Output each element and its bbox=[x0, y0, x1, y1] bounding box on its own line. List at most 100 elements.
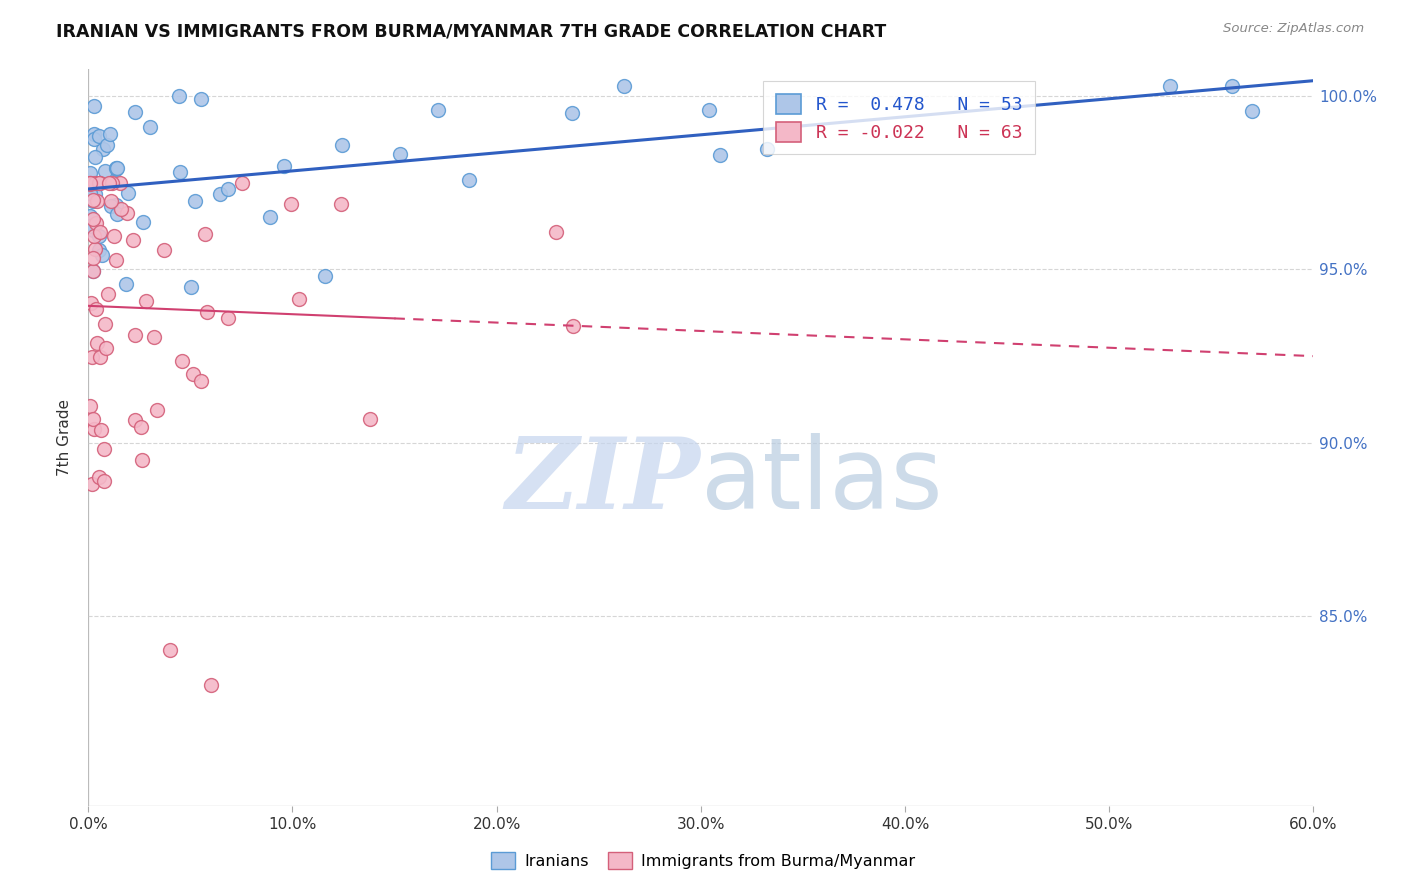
Point bbox=[122, 233, 145, 247]
Point bbox=[200, 678, 222, 692]
Point bbox=[98, 127, 121, 141]
Point bbox=[83, 422, 105, 436]
Point bbox=[104, 253, 127, 268]
Point bbox=[288, 292, 311, 306]
Point bbox=[388, 147, 411, 161]
Text: ZIP: ZIP bbox=[506, 434, 700, 530]
Point bbox=[83, 228, 105, 243]
Point bbox=[190, 374, 212, 388]
Point bbox=[82, 477, 104, 491]
Point bbox=[89, 176, 111, 190]
Point bbox=[135, 294, 157, 309]
Point bbox=[83, 242, 105, 256]
Point bbox=[697, 103, 720, 117]
Point bbox=[104, 161, 127, 176]
Point bbox=[124, 104, 146, 119]
Legend: Iranians, Immigrants from Burma/Myanmar: Iranians, Immigrants from Burma/Myanmar bbox=[484, 846, 922, 875]
Point bbox=[86, 336, 108, 351]
Point bbox=[146, 402, 169, 417]
Point bbox=[79, 166, 101, 180]
Point bbox=[273, 159, 295, 173]
Point bbox=[79, 176, 101, 190]
Point bbox=[90, 423, 112, 437]
Point bbox=[167, 89, 190, 103]
Point bbox=[105, 161, 128, 176]
Point bbox=[184, 194, 207, 208]
Point bbox=[613, 79, 636, 94]
Point bbox=[84, 216, 107, 230]
Point bbox=[561, 318, 583, 333]
Point bbox=[280, 197, 302, 211]
Point bbox=[82, 252, 104, 266]
Y-axis label: 7th Grade: 7th Grade bbox=[58, 399, 72, 476]
Point bbox=[195, 305, 218, 319]
Point bbox=[217, 182, 239, 196]
Point bbox=[89, 228, 111, 243]
Point bbox=[89, 176, 111, 190]
Text: Source: ZipAtlas.com: Source: ZipAtlas.com bbox=[1223, 22, 1364, 36]
Point bbox=[91, 248, 114, 262]
Point bbox=[97, 287, 120, 301]
Point bbox=[143, 330, 166, 344]
Point bbox=[83, 176, 105, 190]
Point bbox=[170, 354, 193, 368]
Point bbox=[169, 165, 191, 179]
Point bbox=[110, 202, 132, 216]
Point bbox=[153, 243, 176, 257]
Point bbox=[79, 177, 101, 191]
Point bbox=[94, 164, 117, 178]
Point bbox=[132, 215, 155, 229]
Point bbox=[259, 210, 281, 224]
Point bbox=[124, 328, 146, 343]
Point bbox=[82, 264, 104, 278]
Text: IRANIAN VS IMMIGRANTS FROM BURMA/MYANMAR 7TH GRADE CORRELATION CHART: IRANIAN VS IMMIGRANTS FROM BURMA/MYANMAR… bbox=[56, 22, 887, 40]
Point bbox=[89, 350, 111, 364]
Point bbox=[93, 442, 115, 457]
Point bbox=[159, 643, 181, 657]
Point bbox=[314, 268, 336, 283]
Point bbox=[89, 225, 111, 239]
Point bbox=[209, 186, 232, 201]
Point bbox=[426, 103, 449, 118]
Point bbox=[96, 137, 118, 152]
Point bbox=[82, 193, 104, 207]
Point bbox=[100, 194, 122, 208]
Point bbox=[100, 198, 122, 212]
Legend: R =  0.478   N = 53, R = -0.022   N = 63: R = 0.478 N = 53, R = -0.022 N = 63 bbox=[763, 81, 1035, 154]
Point bbox=[105, 197, 128, 211]
Point bbox=[84, 187, 107, 202]
Point bbox=[84, 302, 107, 317]
Point bbox=[756, 142, 779, 156]
Point bbox=[1220, 78, 1243, 93]
Point bbox=[98, 176, 121, 190]
Point bbox=[79, 186, 101, 200]
Point bbox=[79, 219, 101, 233]
Point bbox=[87, 244, 110, 258]
Point bbox=[231, 176, 253, 190]
Point bbox=[83, 132, 105, 146]
Point bbox=[103, 228, 125, 243]
Point bbox=[91, 142, 114, 156]
Point bbox=[83, 127, 105, 141]
Point bbox=[93, 317, 115, 331]
Point bbox=[1159, 78, 1181, 93]
Text: atlas: atlas bbox=[700, 434, 942, 530]
Point bbox=[330, 197, 353, 211]
Point bbox=[1241, 103, 1264, 118]
Point bbox=[82, 412, 104, 426]
Point bbox=[180, 279, 202, 293]
Point bbox=[83, 99, 105, 113]
Point bbox=[84, 150, 107, 164]
Point bbox=[100, 176, 122, 190]
Point bbox=[330, 138, 353, 153]
Point bbox=[115, 206, 138, 220]
Point bbox=[82, 351, 104, 365]
Point bbox=[561, 106, 583, 120]
Point bbox=[190, 91, 212, 105]
Point bbox=[131, 453, 153, 467]
Point bbox=[93, 474, 115, 488]
Point bbox=[89, 469, 111, 483]
Point bbox=[217, 311, 239, 326]
Point bbox=[117, 186, 139, 201]
Point bbox=[80, 296, 103, 310]
